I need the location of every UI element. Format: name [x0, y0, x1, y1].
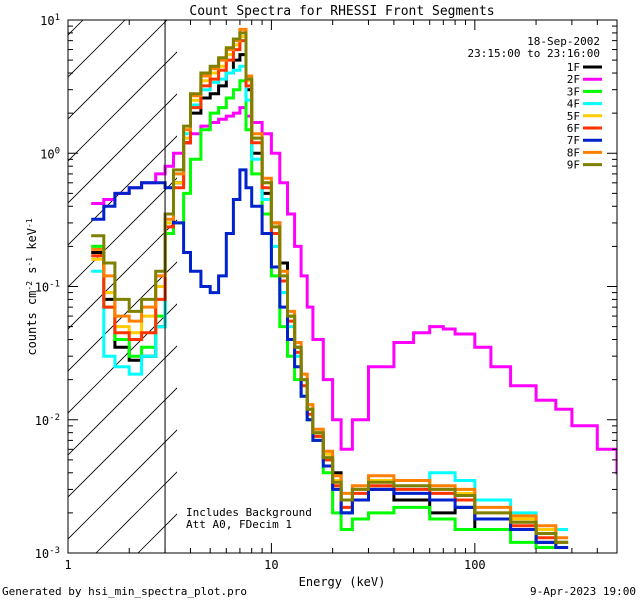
- excluded-energy-hatch: [68, 20, 177, 553]
- hatch-line: [68, 51, 177, 162]
- legend-label-7f: 7F: [567, 134, 580, 147]
- series-8f-line: [91, 27, 569, 540]
- x-tick-label: 1: [64, 558, 71, 572]
- y-label-exp2: -1: [25, 257, 34, 267]
- y-label-exp3: -1: [25, 218, 34, 228]
- series-9f-line: [91, 31, 569, 544]
- hatch-line: [68, 20, 126, 78]
- date-label: 18-Sep-2002: [527, 35, 600, 48]
- legend-label-9f: 9F: [567, 159, 580, 172]
- y-label-unit: keV: [25, 228, 39, 257]
- legend-label-8f: 8F: [567, 146, 580, 159]
- legend-label-6f: 6F: [567, 122, 580, 135]
- y-tick-label: 10-1: [35, 280, 60, 295]
- y-tick-label: 10-3: [35, 546, 60, 561]
- hatch-line: [68, 429, 177, 540]
- chart-title: Count Spectra for RHESSI Front Segments: [189, 4, 494, 19]
- hatch-line: [68, 20, 168, 120]
- y-tick-label: 101: [40, 13, 60, 28]
- legend-label-5f: 5F: [567, 110, 580, 123]
- y-label-exp1: -2: [25, 281, 34, 291]
- y-tick-label: 10-2: [35, 413, 60, 428]
- x-tick-label: 100: [464, 558, 486, 572]
- x-axis-label: Energy (keV): [299, 575, 386, 589]
- hatch-line: [68, 387, 177, 498]
- y-label-mid: s: [25, 267, 39, 281]
- legend-label-1f: 1F: [567, 61, 580, 74]
- time-range-label: 23:15:00 to 23:16:00: [468, 47, 600, 60]
- annotation-background: Includes Background: [186, 506, 312, 519]
- y-label-base: counts cm: [25, 291, 39, 356]
- x-tick-label: 10: [264, 558, 278, 572]
- series-2f-line: [91, 106, 617, 475]
- legend-label-4f: 4F: [567, 98, 580, 111]
- annotation-attenuator: Att A0, FDecim 1: [186, 518, 292, 531]
- legend-label-3f: 3F: [567, 85, 580, 98]
- y-tick-label: 100: [40, 146, 60, 161]
- legend-label-2f: 2F: [567, 73, 580, 86]
- hatch-line: [68, 177, 177, 288]
- footer-generator: Generated by hsi_min_spectra_plot.pro: [2, 585, 247, 598]
- y-axis-label: counts cm-2 s-1 keV-1: [25, 218, 40, 355]
- footer-timestamp: 9-Apr-2023 19:00: [530, 585, 636, 598]
- series-7f-line: [91, 168, 569, 549]
- hatch-line: [68, 93, 177, 204]
